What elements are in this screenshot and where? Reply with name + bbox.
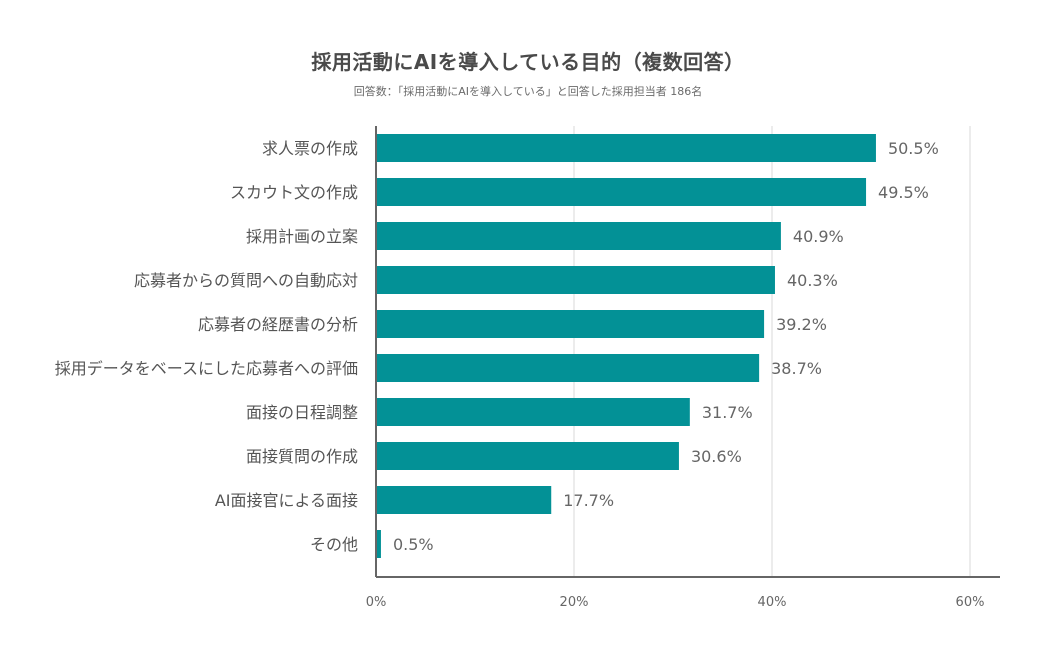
value-label: 31.7% [702,403,753,422]
bar [376,134,876,162]
category-labels: 求人票の作成スカウト文の作成採用計画の立案応募者からの質問への自動応対応募者の経… [55,139,358,554]
x-tick-label: 20% [560,595,589,610]
bar [376,178,867,206]
category-label: 応募者の経歴書の分析 [198,315,358,334]
bar [376,222,781,250]
value-label: 40.3% [787,271,838,290]
chart-title: 採用活動にAIを導入している目的（複数回答） [311,50,745,74]
value-label: 0.5% [393,535,434,554]
bar [376,530,381,558]
category-label: スカウト文の作成 [230,183,358,202]
category-label: 面接の日程調整 [246,403,358,422]
value-labels: 50.5% 49.5% 40.9% 40.3% 39.2% 38.7% 31.7% 30.6%… [393,139,939,554]
x-tick-labels: 0% 20% 40% 60% [366,595,985,610]
bar [376,486,552,514]
x-tick-label: 0% [366,595,387,610]
category-label: AI面接官による面接 [215,491,358,510]
value-label: 50.5% [888,139,939,158]
category-label: その他 [310,535,358,554]
category-label: 採用データをベースにした応募者への評価 [55,359,358,378]
value-label: 49.5% [878,183,929,202]
category-label: 採用計画の立案 [246,227,358,246]
bar [376,398,690,426]
chart-subtitle: 回答数：「採用活動にAIを導入している」と回答した採用担当者 186名 [353,85,703,98]
bar [376,442,679,470]
value-label: 40.9% [793,227,844,246]
category-label: 面接質問の作成 [246,447,358,466]
value-label: 30.6% [691,447,742,466]
x-tick-label: 40% [758,595,787,610]
x-tick-label: 60% [956,595,985,610]
axes [375,126,1000,578]
value-label: 39.2% [776,315,827,334]
category-label: 求人票の作成 [262,139,358,158]
bar [376,310,765,338]
value-label: 17.7% [563,491,614,510]
bar [376,266,775,294]
bars [376,134,876,558]
value-label: 38.7% [771,359,822,378]
bar [376,354,760,382]
category-label: 応募者からの質問への自動応対 [134,271,358,290]
